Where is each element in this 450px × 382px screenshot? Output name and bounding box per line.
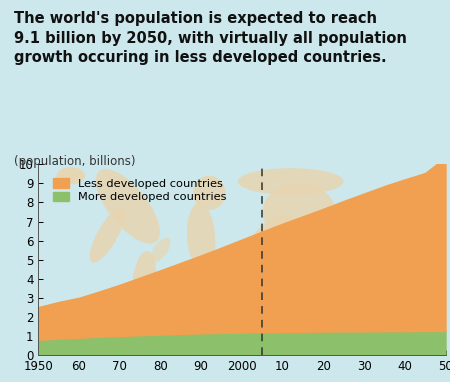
Ellipse shape: [90, 207, 125, 263]
Ellipse shape: [384, 184, 425, 229]
Legend: Less developed countries, More developed countries: Less developed countries, More developed…: [48, 174, 231, 207]
Ellipse shape: [96, 169, 160, 244]
Ellipse shape: [132, 251, 156, 314]
Ellipse shape: [187, 203, 216, 270]
Ellipse shape: [262, 183, 336, 241]
Ellipse shape: [307, 242, 356, 277]
Ellipse shape: [238, 168, 344, 195]
Ellipse shape: [57, 167, 85, 184]
Ellipse shape: [250, 215, 299, 258]
Text: (population, billions): (population, billions): [14, 155, 135, 168]
Text: The world's population is expected to reach
9.1 billion by 2050, with virtually : The world's population is expected to re…: [14, 11, 406, 65]
Ellipse shape: [360, 263, 400, 314]
Ellipse shape: [342, 201, 354, 235]
Ellipse shape: [193, 176, 225, 210]
Ellipse shape: [413, 214, 446, 248]
Ellipse shape: [150, 238, 171, 263]
